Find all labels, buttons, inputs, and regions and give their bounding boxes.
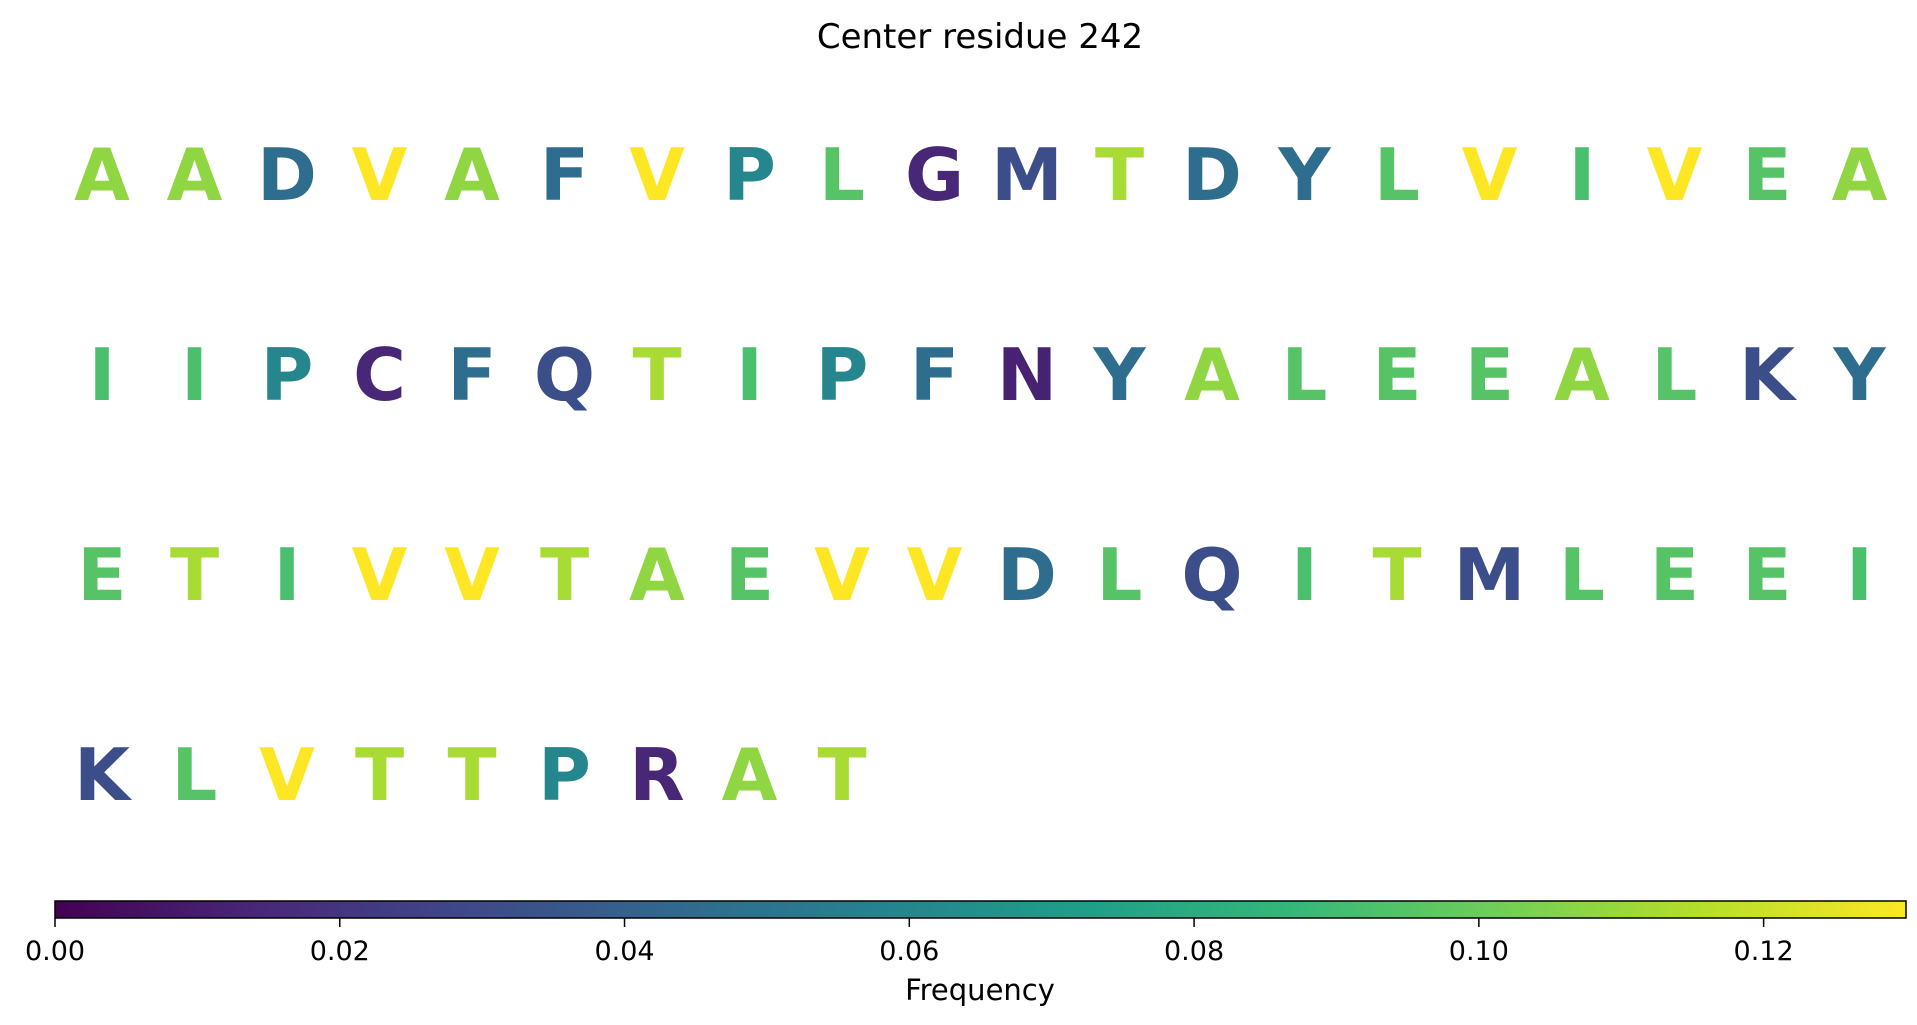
residue-letter: F bbox=[447, 333, 496, 417]
colorbar-tick-label: 0.12 bbox=[1734, 936, 1794, 967]
residue-letter: A bbox=[629, 533, 685, 617]
residue-letter: Y bbox=[1832, 333, 1886, 417]
residue-letter: C bbox=[353, 333, 406, 417]
residue-letter: V bbox=[907, 533, 963, 617]
residue-letter: E bbox=[1465, 333, 1514, 417]
residue-letter: P bbox=[538, 733, 591, 817]
residue-letter: E bbox=[1650, 533, 1699, 617]
residue-letter: R bbox=[629, 733, 684, 817]
residue-letter: Y bbox=[1277, 133, 1331, 217]
colorbar-tick-label: 0.10 bbox=[1449, 936, 1509, 967]
residue-letter: T bbox=[817, 733, 866, 817]
residue-letter: L bbox=[1097, 533, 1143, 617]
residue-letter: V bbox=[1462, 133, 1518, 217]
residue-letter: E bbox=[1742, 133, 1791, 217]
residue-letter: A bbox=[722, 733, 778, 817]
residue-letter-grid: A A D V A F V P L G M T D Y L V I V E AI I P C F Q T I P F N Y A L E E A L K Y… bbox=[74, 133, 1888, 817]
residue-letter: T bbox=[1372, 533, 1421, 617]
residue-letter: T bbox=[632, 333, 681, 417]
residue-letter: I bbox=[89, 333, 116, 417]
residue-letter: A bbox=[1832, 133, 1888, 217]
residue-letter: A bbox=[1184, 333, 1240, 417]
residue-letter: L bbox=[1282, 333, 1328, 417]
residue-letter: G bbox=[905, 133, 964, 217]
residue-letter: I bbox=[1291, 533, 1318, 617]
residue-letter: Q bbox=[534, 333, 595, 417]
colorbar: 0.00 0.02 0.04 0.06 0.08 0.10 0.12 Frequency bbox=[25, 900, 1907, 1007]
residue-letter: V bbox=[352, 133, 408, 217]
residue-letter: I bbox=[181, 333, 208, 417]
colorbar-tick-label: 0.02 bbox=[310, 936, 370, 967]
colorbar-label: Frequency bbox=[905, 973, 1055, 1007]
residue-letter: V bbox=[1647, 133, 1703, 217]
residue-letter: V bbox=[629, 133, 685, 217]
residue-letter: K bbox=[74, 733, 132, 817]
residue-letter: L bbox=[1652, 333, 1698, 417]
colorbar-tick-label: 0.04 bbox=[594, 936, 654, 967]
residue-letter: M bbox=[991, 133, 1063, 217]
residue-letter: T bbox=[355, 733, 404, 817]
residue-letter: D bbox=[257, 133, 317, 217]
residue-letter: D bbox=[1182, 133, 1242, 217]
residue-letter: V bbox=[259, 733, 315, 817]
residue-letter: I bbox=[1846, 533, 1873, 617]
residue-letter: M bbox=[1454, 533, 1526, 617]
residue-letter: I bbox=[736, 333, 763, 417]
residue-letter: N bbox=[997, 333, 1057, 417]
residue-letter: Q bbox=[1181, 533, 1242, 617]
colorbar-tick-label: 0.06 bbox=[879, 936, 939, 967]
residue-letter: E bbox=[77, 533, 126, 617]
residue-letter: F bbox=[540, 133, 589, 217]
colorbar-gradient bbox=[54, 900, 1907, 919]
residue-letter: P bbox=[816, 333, 869, 417]
colorbar-tick-label: 0.08 bbox=[1164, 936, 1224, 967]
residue-letter: A bbox=[1554, 333, 1610, 417]
residue-letter: T bbox=[170, 533, 219, 617]
residue-letter: L bbox=[172, 733, 218, 817]
residue-letter: D bbox=[997, 533, 1057, 617]
residue-letter: L bbox=[1559, 533, 1605, 617]
residue-letter: A bbox=[74, 133, 130, 217]
residue-letter: T bbox=[447, 733, 496, 817]
residue-letter: L bbox=[819, 133, 865, 217]
residue-letter: E bbox=[1372, 333, 1421, 417]
residue-letter: E bbox=[725, 533, 774, 617]
residue-letter: V bbox=[352, 533, 408, 617]
residue-letter: E bbox=[1742, 533, 1791, 617]
residue-letter: I bbox=[274, 533, 301, 617]
residue-letter: I bbox=[1569, 133, 1596, 217]
residue-letter: L bbox=[1374, 133, 1420, 217]
residue-letter: P bbox=[723, 133, 776, 217]
colorbar-ticks: 0.00 0.02 0.04 0.06 0.08 0.10 0.12 bbox=[25, 918, 1794, 967]
residue-letter: T bbox=[540, 533, 589, 617]
residue-letter: K bbox=[1739, 333, 1797, 417]
residue-letter: Y bbox=[1092, 333, 1146, 417]
residue-letter: P bbox=[261, 333, 314, 417]
residue-letter: V bbox=[444, 533, 500, 617]
chart-title: Center residue 242 bbox=[817, 17, 1143, 57]
residue-letter: F bbox=[910, 333, 959, 417]
residue-letter: A bbox=[167, 133, 223, 217]
residue-letter: T bbox=[1095, 133, 1144, 217]
residue-letter: V bbox=[814, 533, 870, 617]
residue-letter: A bbox=[444, 133, 500, 217]
colorbar-tick-label: 0.00 bbox=[25, 936, 85, 967]
